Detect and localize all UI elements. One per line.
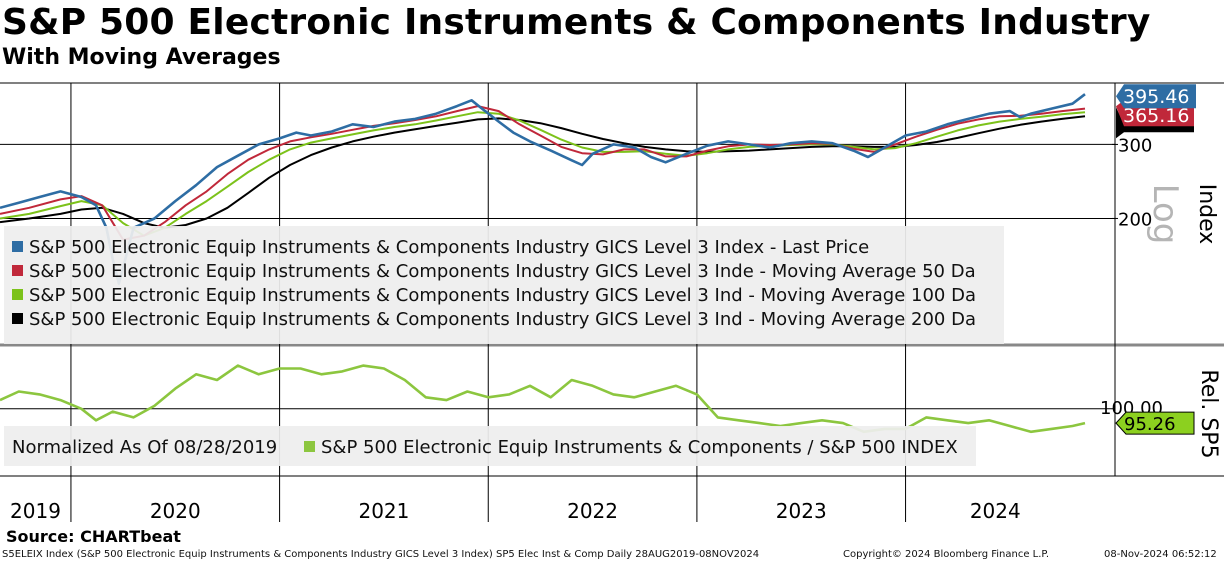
- price-legend: S&P 500 Electronic Equip Instruments & C…: [4, 226, 1004, 344]
- footer-description: S5ELEIX Index (S&P 500 Electronic Equip …: [2, 549, 760, 560]
- log-scale-label: Log: [1145, 184, 1185, 245]
- legend-label-last-price: S&P 500 Electronic Equip Instruments & C…: [29, 237, 870, 258]
- legend-entry-ma200: S&P 500 Electronic Equip Instruments & C…: [12, 309, 976, 330]
- legend-label-relative: S&P 500 Electronic Equip Instruments & C…: [321, 437, 958, 458]
- legend-swatch-ma50: [12, 265, 23, 276]
- series-line-last-price: [0, 93, 1086, 285]
- legend-label-ma100: S&P 500 Electronic Equip Instruments & C…: [29, 285, 976, 306]
- x-tick-label: 2024: [970, 499, 1021, 523]
- series-line-relative: [0, 364, 1086, 434]
- legend-entry-relative: S&P 500 Electronic Equip Instruments & C…: [304, 437, 958, 458]
- price-y-tick-label: 300: [1118, 135, 1152, 156]
- legend-swatch-last-price: [12, 241, 23, 252]
- legend-swatch-ma100: [12, 289, 23, 300]
- relative-value-badge: [1115, 411, 1195, 435]
- legend-entry-ma50: S&P 500 Electronic Equip Instruments & C…: [12, 261, 976, 282]
- relative-value-label: 95.26: [1124, 414, 1176, 435]
- legend-label-ma200: S&P 500 Electronic Equip Instruments & C…: [29, 309, 976, 330]
- relative-legend: Normalized As Of 08/28/2019 S&P 500 Elec…: [4, 426, 976, 466]
- price-y-tick-label: 200: [1118, 209, 1152, 230]
- last-price-value-label: 395.46: [1123, 86, 1189, 108]
- x-tick-label: 2023: [776, 499, 827, 523]
- chart-title: S&P 500 Electronic Instruments & Compone…: [2, 2, 1151, 43]
- x-tick-label: 2020: [150, 499, 201, 523]
- legend-entry-ma100: S&P 500 Electronic Equip Instruments & C…: [12, 285, 976, 306]
- legend-swatch-relative: [304, 441, 315, 452]
- footer-timestamp: 08-Nov-2024 06:52:12: [1104, 549, 1217, 560]
- source-note: Source: CHARTbeat: [6, 527, 181, 546]
- relative-axis-title: Rel. SP5: [1196, 369, 1221, 458]
- footer-copyright: Copyright© 2024 Bloomberg Finance L.P.: [843, 549, 1050, 560]
- legend-label-ma50: S&P 500 Electronic Equip Instruments & C…: [29, 261, 976, 282]
- ma200-value-badge: [1116, 107, 1194, 139]
- legend-normalized-label: Normalized As Of 08/28/2019: [12, 437, 278, 458]
- series-line-ma50: [0, 105, 1086, 241]
- x-tick-label: 2022: [567, 499, 618, 523]
- ma50-value-label: 365.16: [1123, 105, 1189, 127]
- last-price-value-badge: [1116, 84, 1196, 109]
- price-axis-title: Index: [1194, 184, 1219, 245]
- x-tick-label: 2019: [10, 499, 61, 523]
- x-tick-label: 2021: [358, 499, 409, 523]
- series-line-ma100: [0, 111, 1086, 237]
- legend-entry-last-price: S&P 500 Electronic Equip Instruments & C…: [12, 237, 869, 258]
- legend-swatch-ma200: [12, 313, 23, 324]
- chart-subtitle: With Moving Averages: [2, 45, 281, 70]
